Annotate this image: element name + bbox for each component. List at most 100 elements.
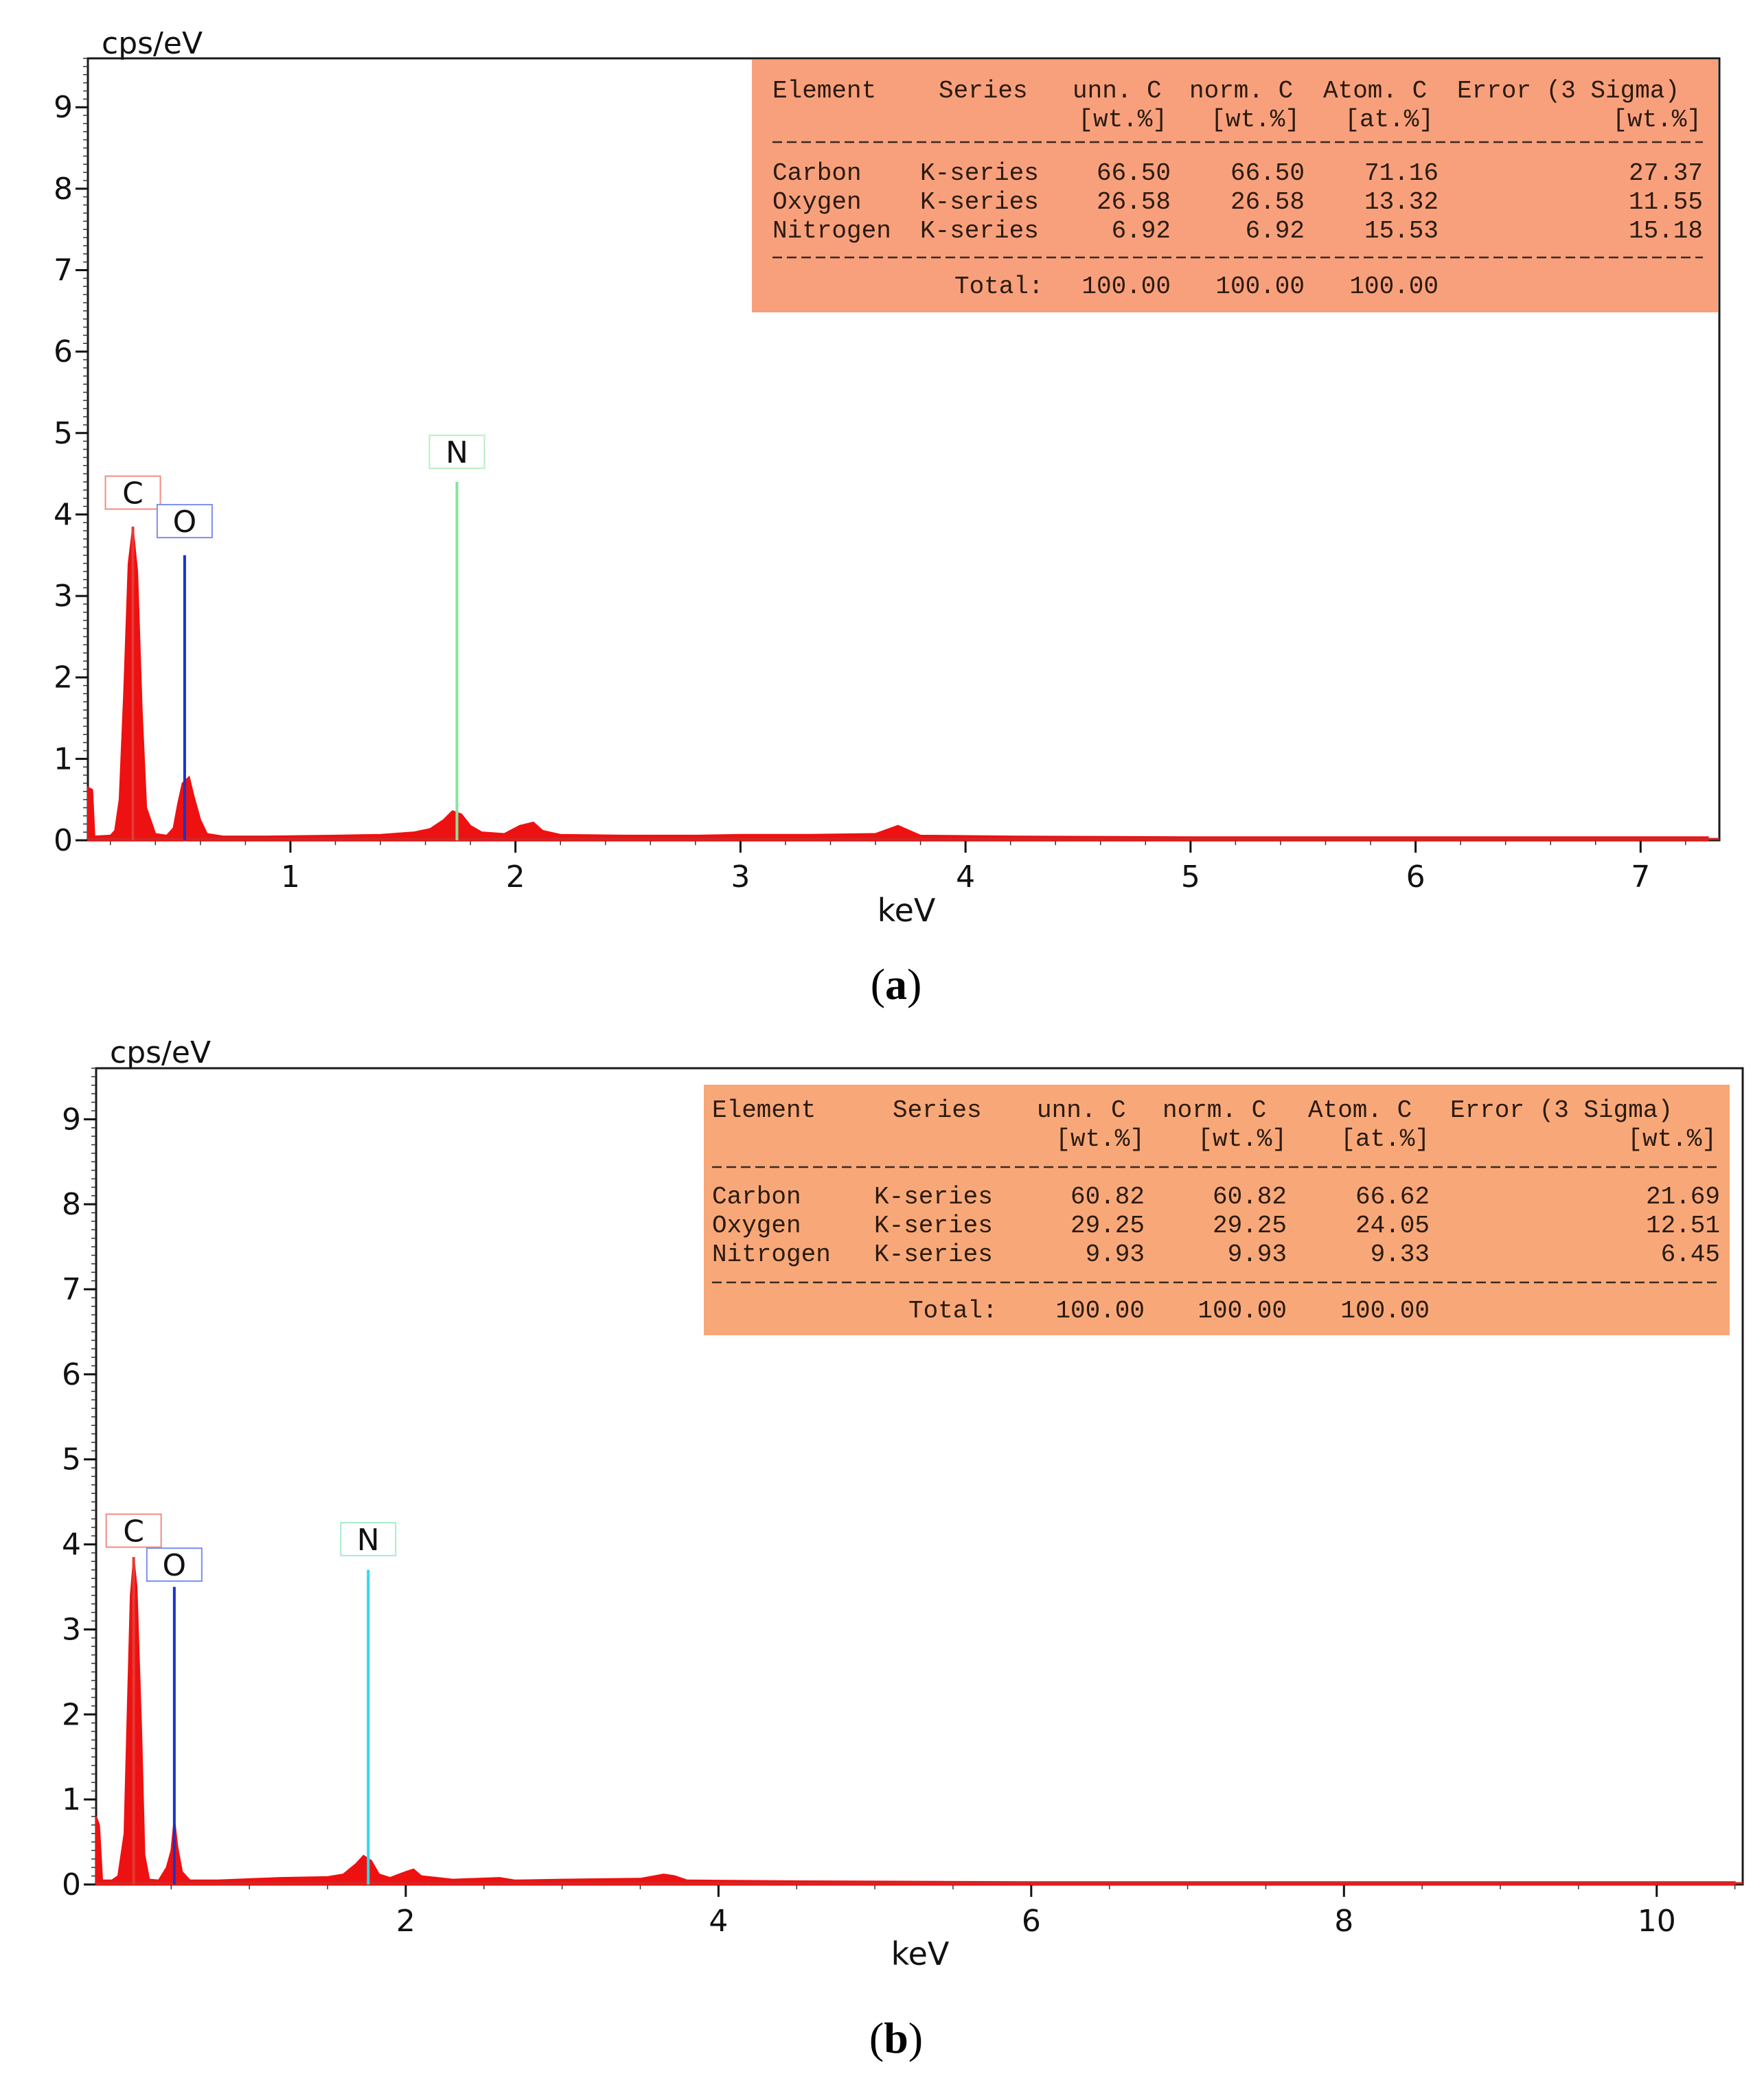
- panel-a-table-background: [752, 60, 1718, 312]
- panel-b-peak-label-o: O: [163, 1548, 187, 1583]
- panel-a-table-cell: 6.92: [1246, 217, 1305, 245]
- panel-a-peak-markers: CO N: [104, 435, 485, 840]
- panel-b-table-cell: 9.33: [1371, 1241, 1430, 1269]
- panel-b-x-tick-label: 6: [1022, 1904, 1041, 1939]
- panel-a-y-tick-label: 8: [54, 172, 73, 207]
- panel-b-y-tick-label: 1: [62, 1782, 81, 1817]
- panel-b-table-cell: Oxygen: [712, 1212, 801, 1240]
- panel-a-peak-label-box-n: [428, 435, 485, 470]
- panel-b-table-cell: 29.25: [1070, 1212, 1145, 1240]
- panel-a-table-unit-error: [wt.%]: [1612, 106, 1702, 134]
- panel-a-x-axis: 1 2 3 4 5 6 7: [281, 840, 1650, 895]
- panel-a-table-cell: 27.37: [1629, 159, 1703, 187]
- panel-b-table-unit-error: [wt.%]: [1627, 1125, 1717, 1153]
- panel-b-table-cell: 9.93: [1086, 1241, 1145, 1269]
- panel-b-table-unit-norm: [wt.%]: [1198, 1125, 1287, 1153]
- panel-b-table-cell: 24.05: [1355, 1212, 1430, 1240]
- panel-a-table-cell: K-series: [920, 188, 1039, 216]
- panel-a-peak-label-c: C: [122, 476, 144, 511]
- panel-a-table-cell: 15.18: [1629, 217, 1703, 245]
- caption-a: (a): [871, 960, 922, 1008]
- panel-a-table-total: 100.00: [1081, 273, 1171, 301]
- panel-b-x-tick-label: 8: [1334, 1904, 1353, 1939]
- panel-b-table-cell: Nitrogen: [712, 1241, 831, 1269]
- panel-a-table-header-error: Error (3 Sigma): [1457, 77, 1680, 105]
- panel-a-table-header-unn: unn. C: [1073, 77, 1162, 105]
- panel-b-peak-label-c: C: [123, 1514, 144, 1549]
- panel-a-table-cell: 71.16: [1364, 159, 1439, 187]
- panel-b-table-total: 100.00: [1198, 1297, 1287, 1325]
- panel-b-x-tick-label: 10: [1638, 1904, 1676, 1939]
- panel-b-y-tick-label: 7: [62, 1272, 81, 1307]
- panel-b-peak-markers: CO N: [105, 1513, 397, 1884]
- panel-a-y-tick-label: 5: [54, 416, 73, 451]
- panel-b-table-cell: K-series: [874, 1212, 993, 1240]
- panel-b-y-tick-label: 8: [62, 1187, 81, 1222]
- panel-b-table-header-unn: unn. C: [1037, 1096, 1126, 1125]
- panel-b-y-tick-label: 3: [62, 1612, 81, 1647]
- panel-b-peak-label-box-n: [340, 1521, 397, 1556]
- panel-b-table-cell: 12.51: [1646, 1212, 1720, 1240]
- panel-a-table-cell: 66.50: [1097, 159, 1171, 187]
- panel-a-x-tick-label: 4: [956, 860, 975, 895]
- panel-a-y-tick-label: 3: [54, 579, 73, 614]
- panel-a-table-cell: 11.55: [1629, 188, 1703, 216]
- panel-b-table-total-label: Total:: [908, 1297, 998, 1325]
- panel-b-table-header-atom: Atom. C: [1308, 1096, 1412, 1125]
- panel-a-y-axis: 0 1 2 3 4 5 6 7 8 9: [54, 90, 88, 858]
- panel-a-x-tick-label: 7: [1631, 860, 1650, 895]
- panel-b-table-cell: 9.93: [1228, 1241, 1287, 1269]
- panel-a-peak-label-n: N: [446, 435, 468, 470]
- panel-b-y-tick-label: 4: [62, 1528, 81, 1563]
- panel-b-x-axis-title: keV: [891, 1935, 950, 1972]
- panel-b-y-tick-label: 6: [62, 1357, 81, 1392]
- panel-b-table-header-norm: norm. C: [1162, 1096, 1266, 1125]
- panel-b-table-cell: K-series: [874, 1183, 993, 1211]
- panel-a-chart: cps/eV 0 1 2 3 4 5 6 7 8 9 1 2 3 4 5 6 7 CO N Element Se…: [54, 26, 1721, 929]
- panel-b-x-axis: 2 4 6 8 10: [396, 1884, 1676, 1939]
- panel-b-y-tick-label: 9: [62, 1102, 81, 1137]
- panel-b-spectrum: [95, 1557, 1736, 1885]
- panel-b-y-tick-label: 2: [62, 1697, 81, 1732]
- panel-a-y-tick-label: 2: [54, 660, 73, 695]
- panel-a-spectrum: [87, 527, 1709, 841]
- panel-a-table-total-label: Total:: [954, 273, 1044, 301]
- panel-b-x-tick-label: 4: [709, 1904, 728, 1939]
- panel-a-table-unit-norm: [wt.%]: [1211, 106, 1300, 134]
- caption-b: (b): [869, 2014, 923, 2062]
- panel-b-table-header-error: Error (3 Sigma): [1450, 1096, 1673, 1125]
- panel-b-peak-label-box-o: [146, 1547, 203, 1582]
- panel-a-x-tick-label: 5: [1181, 860, 1200, 895]
- panel-a-table-cell: Oxygen: [772, 188, 862, 216]
- panel-b-quant-table: Element Series unn. C norm. C Atom. C Er…: [704, 1085, 1730, 1335]
- panel-b-y-tick-label: 0: [62, 1867, 81, 1902]
- panel-a-table-header-series: Series: [939, 77, 1028, 105]
- panel-a-y-tick-label: 0: [54, 823, 73, 858]
- panel-a-x-tick-label: 3: [731, 860, 750, 895]
- panel-b-table-unit-atom: [at.%]: [1340, 1125, 1430, 1153]
- panel-a-table-total: 100.00: [1215, 273, 1305, 301]
- panel-a-table-cell: Nitrogen: [772, 217, 891, 245]
- panel-b-table-header-element: Element: [712, 1096, 816, 1125]
- panel-a-table-unit-atom: [at.%]: [1344, 106, 1434, 134]
- panel-b-table-total: 100.00: [1055, 1297, 1145, 1325]
- panel-b-chart: cps/eV 0 1 2 3 4 5 6 7 8 9 2 4 6 8 10 CO N Element Ser…: [62, 1035, 1744, 1972]
- panel-b-table-header-series: Series: [893, 1096, 982, 1125]
- panel-a-table-unit-unn: [wt.%]: [1078, 106, 1167, 134]
- panel-a-table-cell: 66.50: [1230, 159, 1305, 187]
- panel-b-spectrum-layer: [95, 1557, 1743, 1885]
- panel-a-table-cell: K-series: [920, 159, 1039, 187]
- panel-a-table-cell: K-series: [920, 217, 1039, 245]
- panel-a-table-header-element: Element: [772, 77, 876, 105]
- panel-a-x-tick-label: 6: [1406, 860, 1425, 895]
- panel-a-table-cell: 26.58: [1097, 188, 1171, 216]
- panel-a-table-header-atom: Atom. C: [1323, 77, 1427, 105]
- panel-a-y-tick-label: 7: [54, 253, 73, 288]
- panel-a-y-tick-label: 1: [54, 741, 73, 776]
- panel-b-y-tick-label: 5: [62, 1442, 81, 1477]
- panel-a-unit-label: cps/eV: [102, 26, 203, 61]
- panel-b-unit-label: cps/eV: [110, 1035, 211, 1070]
- panel-a-quant-table: Element Series unn. C norm. C Atom. C Er…: [752, 60, 1718, 312]
